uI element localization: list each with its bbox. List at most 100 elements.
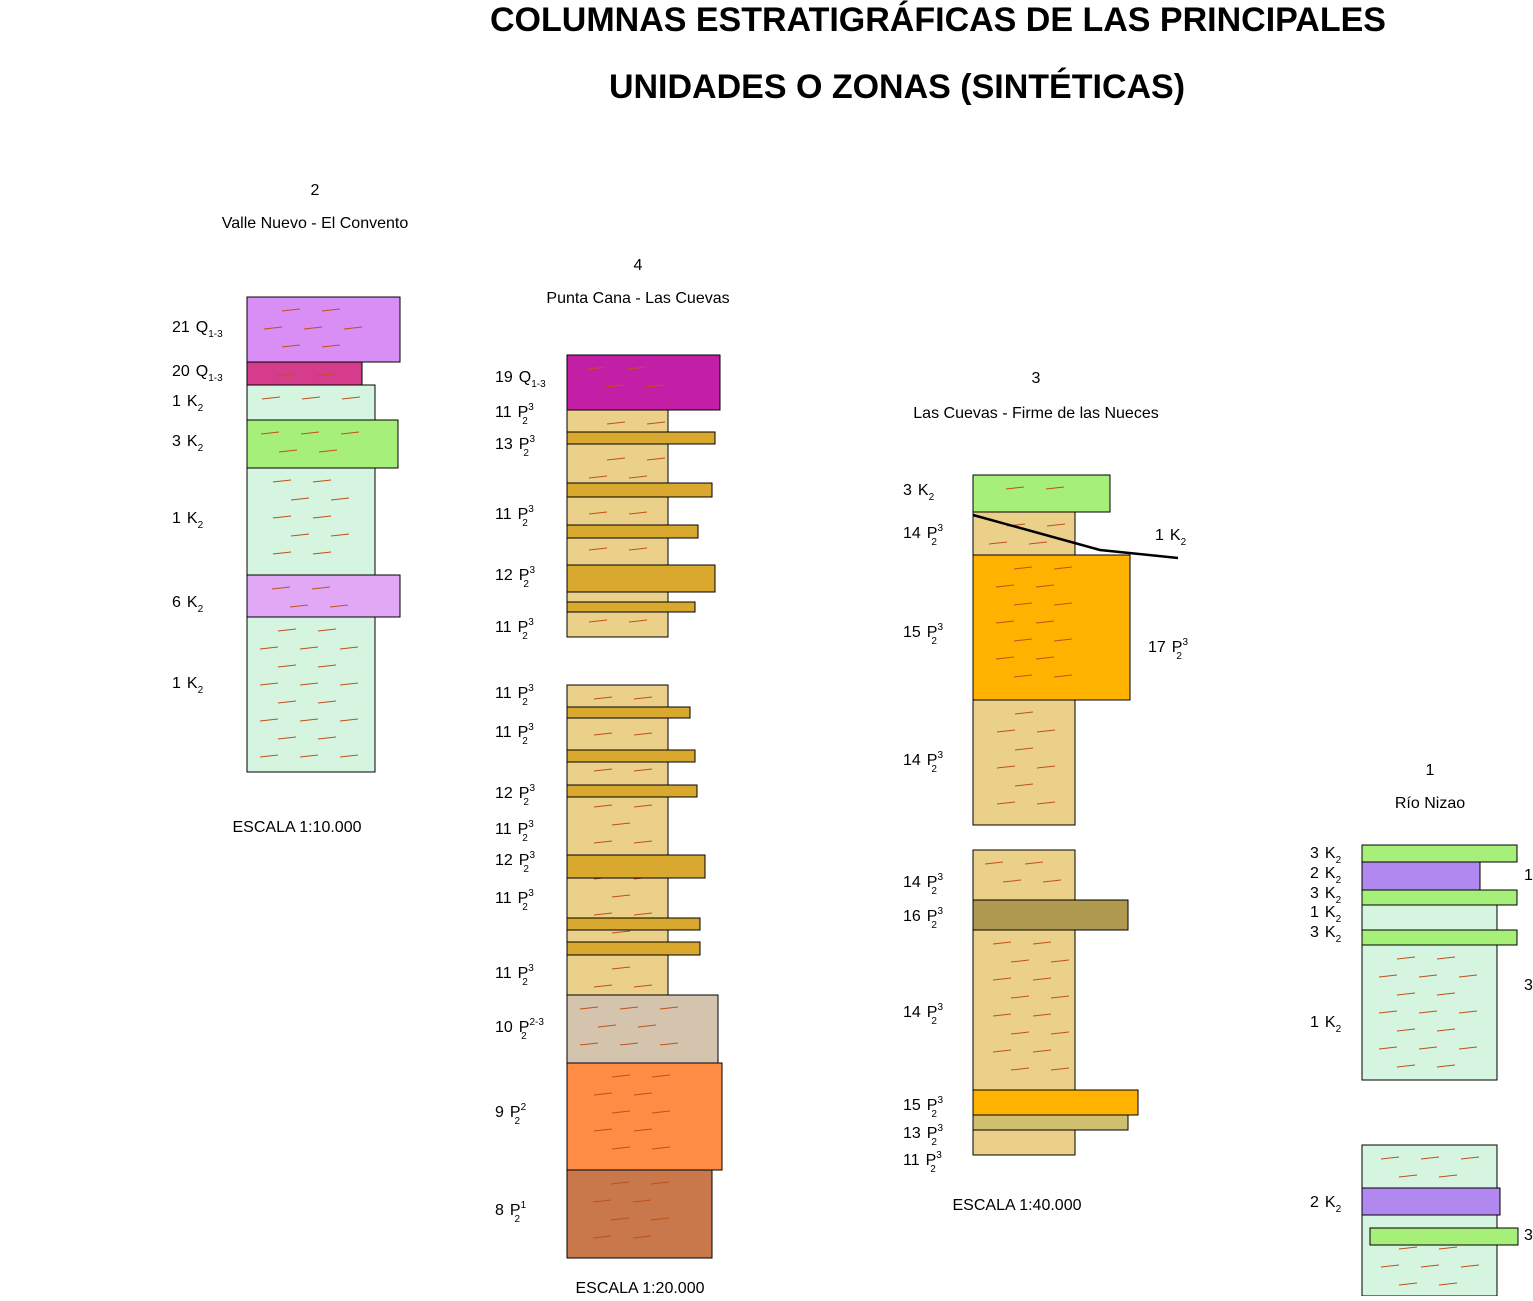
unit-sup: 3 bbox=[937, 872, 943, 883]
unit-number: 10 bbox=[495, 1019, 513, 1036]
rock-layer bbox=[567, 707, 690, 718]
unit-number: 3 bbox=[172, 433, 181, 450]
rock-layer bbox=[567, 1063, 722, 1170]
rock-layer bbox=[247, 297, 400, 362]
unit-number: 14 bbox=[903, 874, 921, 891]
unit-number: 17 bbox=[1148, 639, 1166, 656]
unit-number: 21 bbox=[172, 319, 190, 336]
column-number: 1 bbox=[1426, 762, 1435, 779]
unit-number: 11 bbox=[495, 965, 512, 982]
unit-sub: 2 bbox=[522, 736, 528, 747]
column-name: Las Cuevas - Firme de las Nueces bbox=[913, 405, 1158, 422]
title-line: UNIDADES O ZONAS (SINTÉTICAS) bbox=[609, 68, 1185, 106]
unit-label: 1K2 bbox=[1310, 904, 1342, 925]
unit-label: 20Q1-3 bbox=[172, 363, 223, 384]
rock-layer bbox=[973, 1090, 1138, 1115]
unit-sub: 2 bbox=[515, 1214, 521, 1225]
unit-sub: 2 bbox=[522, 518, 528, 529]
unit-sub: 2 bbox=[515, 1116, 521, 1127]
page: COLUMNAS ESTRATIGRÁFICAS DE LAS PRINCIPA… bbox=[0, 0, 1533, 1296]
unit-sup: 3 bbox=[937, 750, 943, 761]
unit-number: 6 bbox=[172, 594, 181, 611]
unit-number: 11 bbox=[495, 724, 512, 741]
unit-number: 16 bbox=[903, 908, 921, 925]
unit-number: 3 bbox=[1310, 885, 1319, 902]
unit-symbol: K bbox=[1325, 924, 1336, 941]
unit-number: 14 bbox=[903, 1004, 921, 1021]
unit-label: 15P32 bbox=[903, 1095, 943, 1120]
scale-label: ESCALA 1:20.000 bbox=[576, 1280, 705, 1296]
unit-label: 1 bbox=[1524, 867, 1533, 884]
unit-number: 1 bbox=[1524, 867, 1533, 884]
unit-label: 12P32 bbox=[495, 565, 535, 590]
column-name: Río Nizao bbox=[1395, 795, 1465, 812]
rock-layer bbox=[567, 855, 705, 878]
unit-number: 11 bbox=[495, 890, 512, 907]
unit-sup: 3 bbox=[528, 963, 534, 974]
rock-layer bbox=[1362, 1145, 1497, 1296]
unit-number: 11 bbox=[495, 404, 512, 421]
unit-sub: 2 bbox=[1336, 875, 1342, 886]
unit-sub: 2 bbox=[198, 443, 204, 454]
unit-label: 14P32 bbox=[903, 1002, 943, 1027]
unit-number: 12 bbox=[495, 852, 513, 869]
unit-number: 15 bbox=[903, 624, 921, 641]
unit-sub: 2 bbox=[198, 604, 204, 615]
rock-layer bbox=[1362, 905, 1497, 930]
unit-label: 1K2 bbox=[1310, 1014, 1342, 1035]
unit-label: 13P32 bbox=[495, 434, 535, 459]
unit-label: 17P32 bbox=[1148, 637, 1188, 662]
unit-label: 16P32 bbox=[903, 906, 943, 931]
column-name: Valle Nuevo - El Convento bbox=[222, 215, 409, 232]
unit-sup: 3 bbox=[937, 622, 943, 633]
unit-sup: 3 bbox=[937, 906, 943, 917]
unit-sub: 2 bbox=[931, 1109, 937, 1120]
rock-layer bbox=[973, 850, 1075, 900]
unit-symbol: K bbox=[1325, 904, 1336, 921]
unit-label: 12P32 bbox=[495, 783, 535, 808]
rock-layer bbox=[567, 602, 695, 612]
rock-layer bbox=[247, 575, 400, 617]
unit-sub: 2 bbox=[1181, 537, 1187, 548]
unit-label: 2K2 bbox=[1310, 1194, 1342, 1215]
unit-label: 8P12 bbox=[495, 1200, 527, 1225]
unit-sub: 2 bbox=[931, 920, 937, 931]
unit-label: 10P2-32 bbox=[495, 1017, 544, 1042]
unit-symbol: Q bbox=[519, 369, 531, 386]
unit-number: 8 bbox=[495, 1202, 504, 1219]
unit-sup: 3 bbox=[936, 1150, 942, 1161]
unit-label: 11P32 bbox=[495, 504, 534, 529]
unit-symbol: K bbox=[918, 482, 929, 499]
column-number: 2 bbox=[311, 182, 320, 199]
rock-layer bbox=[1362, 862, 1480, 890]
unit-number: 13 bbox=[903, 1125, 921, 1142]
unit-number: 20 bbox=[172, 363, 190, 380]
unit-label: 11P32 bbox=[495, 683, 534, 708]
unit-sup: 3 bbox=[529, 434, 535, 445]
unit-label: 1K2 bbox=[172, 675, 204, 696]
unit-sup: 3 bbox=[937, 1095, 943, 1106]
unit-sub: 2 bbox=[931, 886, 937, 897]
unit-number: 11 bbox=[495, 821, 512, 838]
unit-sup: 3 bbox=[528, 722, 534, 733]
unit-symbol: K bbox=[187, 433, 198, 450]
scale-label: ESCALA 1:10.000 bbox=[233, 819, 362, 836]
column-number: 3 bbox=[1032, 370, 1041, 387]
unit-sub: 2 bbox=[521, 1031, 527, 1042]
unit-sub: 2 bbox=[198, 403, 204, 414]
rock-layer bbox=[247, 617, 375, 772]
unit-sup: 3 bbox=[529, 783, 535, 794]
unit-number: 3 bbox=[903, 482, 912, 499]
unit-symbol: K bbox=[1325, 1194, 1336, 1211]
rock-layer bbox=[567, 355, 720, 410]
unit-sub: 2 bbox=[522, 977, 528, 988]
unit-label: 3K2 bbox=[1310, 845, 1342, 866]
unit-label: 19Q1-3 bbox=[495, 369, 546, 390]
rock-layer bbox=[567, 1170, 712, 1258]
unit-sub: 2 bbox=[1336, 914, 1342, 925]
unit-number: 3 bbox=[1524, 977, 1533, 994]
title-line: COLUMNAS ESTRATIGRÁFICAS DE LAS PRINCIPA… bbox=[490, 1, 1386, 39]
rock-layer bbox=[567, 432, 715, 444]
